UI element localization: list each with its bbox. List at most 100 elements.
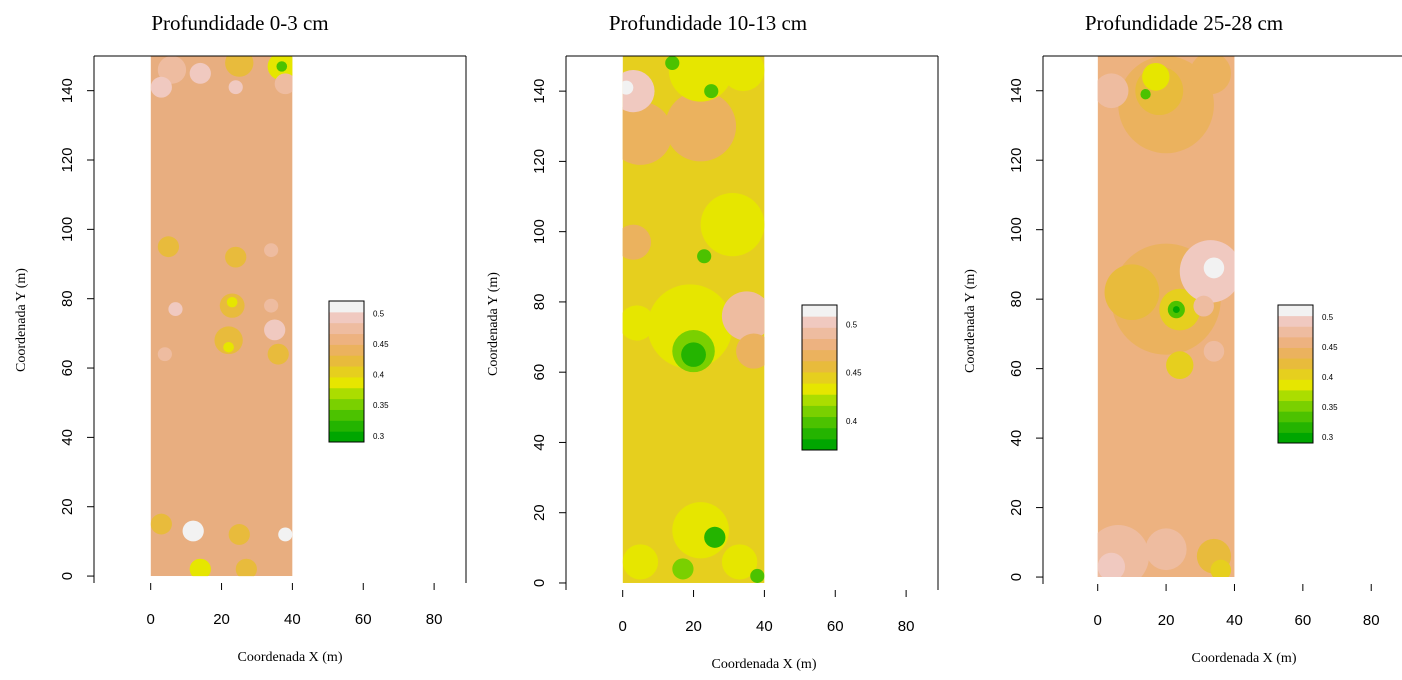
value-patch <box>1140 89 1151 100</box>
value-patch <box>1145 528 1187 571</box>
y-tick-label: 0 <box>1008 573 1025 581</box>
y-tick-label: 40 <box>1008 430 1025 447</box>
y-tick-label: 120 <box>1008 148 1025 173</box>
legend-label: 0.45 <box>373 340 389 349</box>
value-patch <box>750 568 765 583</box>
x-tick-label: 20 <box>685 618 702 635</box>
value-patch <box>264 319 286 341</box>
y-tick-label: 140 <box>59 78 76 103</box>
legend-frame <box>1277 304 1314 444</box>
value-patch <box>1203 257 1225 279</box>
legend-swatch <box>1278 389 1313 402</box>
legend-swatch <box>329 355 364 367</box>
value-patch <box>1203 340 1225 362</box>
value-patch <box>225 246 247 268</box>
legend-swatch <box>329 301 364 313</box>
y-tick-label: 80 <box>531 294 548 311</box>
legend-swatch <box>1278 336 1313 348</box>
y-tick-label: 120 <box>59 147 76 172</box>
legend-swatch <box>329 366 364 378</box>
y-axis-label: Coordenada Y (m) <box>486 272 501 376</box>
value-patch <box>1142 62 1170 91</box>
legend-swatch <box>1278 400 1313 412</box>
legend-swatch <box>802 316 837 328</box>
value-patch <box>622 305 655 341</box>
field-raster <box>622 56 765 583</box>
x-axis-label: Coordenada X (m) <box>1192 651 1297 666</box>
value-patch <box>1172 306 1180 314</box>
x-tick-label: 40 <box>756 618 773 635</box>
legend-swatch <box>802 305 837 317</box>
y-tick-label: 0 <box>59 572 76 580</box>
value-patch <box>721 544 758 580</box>
legend-swatch <box>802 371 837 384</box>
value-patch <box>704 526 726 548</box>
value-patch <box>157 236 180 258</box>
legend-label: 0.4 <box>373 371 385 380</box>
value-patch <box>264 243 279 258</box>
legend-swatch <box>1278 411 1313 423</box>
value-patch <box>1097 73 1129 109</box>
x-tick-label: 60 <box>355 611 372 628</box>
field-background <box>150 56 293 577</box>
value-patch <box>223 342 234 353</box>
legend-swatch <box>802 327 837 339</box>
value-patch <box>264 298 279 313</box>
legend-swatch <box>802 427 837 440</box>
y-tick-label: 100 <box>59 217 76 242</box>
value-patch <box>622 70 655 113</box>
value-patch <box>235 558 257 577</box>
value-patch <box>1190 56 1232 95</box>
legend-label: 0.5 <box>373 309 385 318</box>
y-tick-label: 100 <box>531 219 548 244</box>
value-patch <box>168 302 183 317</box>
chart-panel-3: Profundidade 25-28 cm 0 20 40 60 80 0 20 40 60 80 1… <box>963 11 1402 666</box>
x-tick-label: 80 <box>898 618 915 635</box>
legend-swatch <box>329 322 364 335</box>
legend-swatch <box>329 333 364 345</box>
legend-swatch <box>329 398 364 410</box>
value-patch <box>681 342 706 367</box>
y-tick-label: 120 <box>531 149 548 174</box>
x-tick-label: 80 <box>426 611 443 628</box>
legend-swatch <box>802 405 837 418</box>
chart-title: Profundidade 0-3 cm <box>151 11 328 35</box>
y-axis-label: Coordenada Y (m) <box>14 268 29 372</box>
y-tick-label: 140 <box>1008 78 1025 103</box>
legend-frame <box>328 300 365 443</box>
value-patch <box>622 101 673 165</box>
value-patch <box>700 193 765 257</box>
x-tick-label: 40 <box>1226 612 1243 629</box>
value-patch <box>622 544 659 580</box>
legend-swatch <box>1278 315 1313 327</box>
value-patch <box>665 56 680 71</box>
legend-swatch <box>802 416 837 429</box>
value-patch <box>622 224 652 260</box>
legend-swatch <box>329 344 364 356</box>
y-tick-label: 100 <box>1008 217 1025 242</box>
legend-swatch <box>329 420 364 432</box>
legend-swatch <box>1278 421 1313 433</box>
value-patch <box>150 513 172 535</box>
value-patch <box>189 62 211 84</box>
y-tick-label: 60 <box>59 360 76 377</box>
legend-label: 0.5 <box>846 320 858 329</box>
value-patch <box>1166 351 1194 380</box>
y-tick-label: 0 <box>531 579 548 587</box>
legend-label: 0.45 <box>846 369 862 378</box>
x-tick-label: 80 <box>1363 612 1380 629</box>
chart-panel-2: Profundidade 10-13 cm 0 20 40 60 80 0 20 40 60 80 1… <box>486 11 939 672</box>
legend-label: 0.35 <box>373 401 389 410</box>
legend-label: 0.3 <box>373 432 385 441</box>
legend-label: 0.35 <box>1322 403 1338 412</box>
x-tick-label: 60 <box>827 618 844 635</box>
chart-title: Profundidade 25-28 cm <box>1085 11 1283 35</box>
x-tick-label: 20 <box>1158 612 1175 629</box>
value-patch <box>736 333 765 369</box>
y-tick-label: 140 <box>531 79 548 104</box>
legend-swatch <box>1278 347 1313 359</box>
y-axis-label: Coordenada Y (m) <box>963 269 978 373</box>
x-axis-label: Coordenada X (m) <box>238 650 343 665</box>
x-tick-label: 60 <box>1295 612 1312 629</box>
